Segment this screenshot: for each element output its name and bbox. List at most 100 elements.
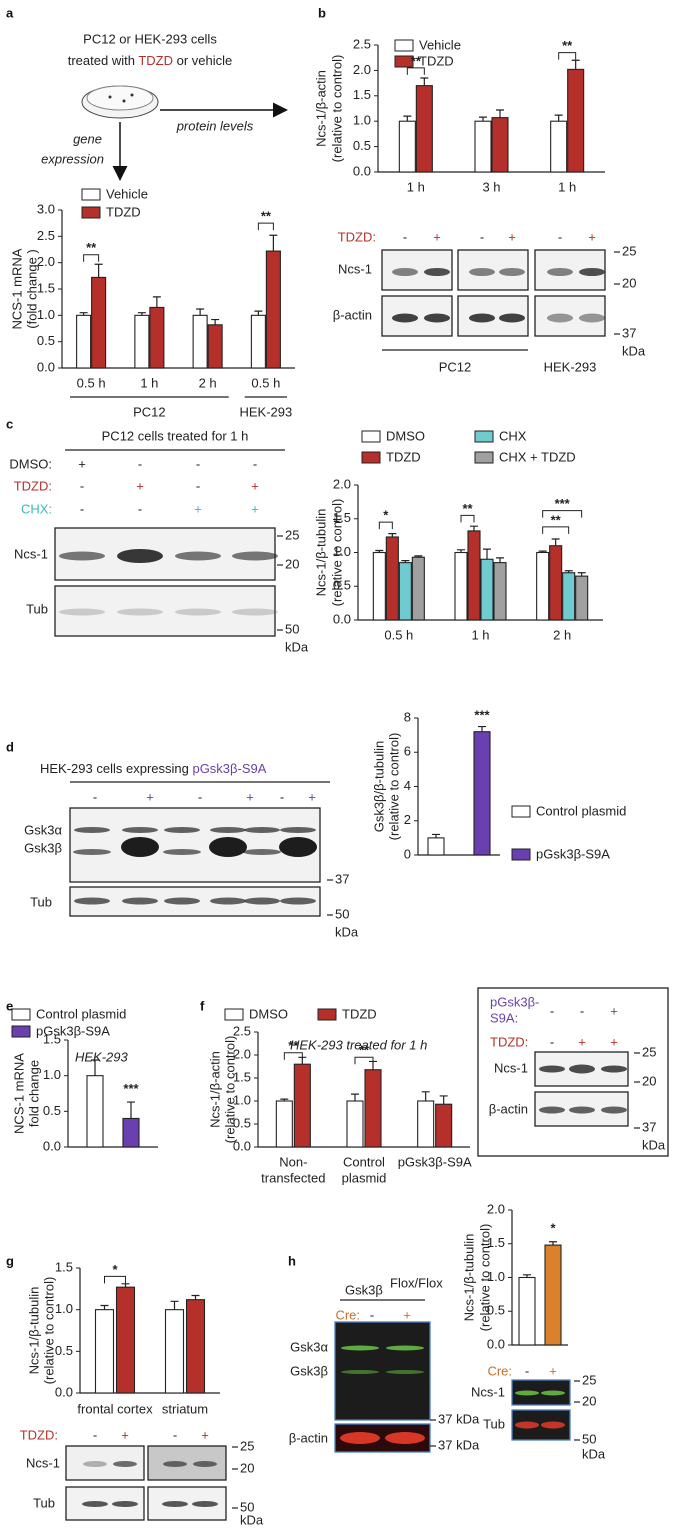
label: Ncs-1 bbox=[494, 1060, 528, 1075]
label: Control plasmid bbox=[36, 1006, 126, 1021]
bar bbox=[122, 1117, 140, 1148]
label: 25 bbox=[622, 243, 636, 258]
blot-band bbox=[424, 268, 450, 276]
label: + bbox=[508, 229, 516, 244]
label: kDa bbox=[582, 1446, 606, 1461]
bar bbox=[293, 1063, 311, 1148]
error-bar bbox=[496, 557, 504, 563]
label: 1 h bbox=[407, 179, 425, 194]
blot-band bbox=[193, 1461, 217, 1467]
label: Tub bbox=[30, 894, 52, 909]
label: 1.5 bbox=[487, 1235, 505, 1250]
error-bar bbox=[137, 312, 146, 316]
label: ** bbox=[551, 512, 562, 527]
blot-band bbox=[341, 1345, 379, 1351]
label: 37 bbox=[335, 871, 349, 886]
bar bbox=[415, 85, 433, 173]
label: 2 bbox=[404, 812, 411, 827]
label: (fold change ) bbox=[24, 249, 39, 329]
error-bar bbox=[523, 1274, 531, 1278]
label: 20 bbox=[642, 1073, 656, 1088]
label: (relative to control) bbox=[222, 1036, 237, 1144]
error-bar bbox=[79, 312, 88, 316]
label: pGsk3β-S9A bbox=[536, 846, 610, 861]
label-line: treated with TDZD or vehicle bbox=[68, 53, 233, 68]
label: + bbox=[578, 1034, 586, 1049]
label: kDa bbox=[335, 924, 359, 939]
blot-band bbox=[386, 1370, 424, 1374]
label: TDZD bbox=[386, 449, 421, 464]
error-bar bbox=[496, 109, 504, 118]
label: + bbox=[121, 1427, 129, 1442]
label: Ncs-1 bbox=[26, 1455, 60, 1470]
bar bbox=[518, 1276, 536, 1346]
label: 0.5 bbox=[353, 138, 371, 153]
bar bbox=[491, 117, 509, 173]
label: frontal cortex bbox=[77, 1401, 153, 1416]
label: Ncs-1 bbox=[471, 1384, 505, 1399]
label: Ncs-1/β-tubulin bbox=[313, 509, 328, 597]
bar bbox=[364, 1069, 382, 1148]
legend-swatch bbox=[474, 451, 494, 464]
error-bar bbox=[127, 1101, 135, 1119]
bar bbox=[134, 314, 150, 369]
error-bar bbox=[457, 549, 465, 553]
blot-band bbox=[539, 1106, 565, 1114]
label: + bbox=[610, 1034, 618, 1049]
blot-frame bbox=[477, 987, 669, 1157]
error-bar bbox=[269, 234, 278, 252]
label: - bbox=[558, 229, 562, 244]
error-bar bbox=[254, 310, 263, 316]
label: h bbox=[288, 1253, 296, 1268]
bar bbox=[149, 306, 165, 369]
label: c bbox=[6, 416, 13, 431]
blot-band bbox=[163, 849, 201, 855]
blot-band bbox=[547, 313, 573, 323]
label: - bbox=[253, 456, 257, 471]
error-bar bbox=[483, 548, 491, 560]
error-bar bbox=[478, 725, 486, 732]
blot-panel bbox=[534, 295, 606, 337]
error-bar bbox=[439, 1095, 448, 1105]
label: + bbox=[588, 229, 596, 244]
label: TDZD bbox=[106, 204, 141, 219]
label: kDa bbox=[285, 639, 309, 654]
label: 50 bbox=[582, 1431, 596, 1446]
label: expression bbox=[41, 151, 104, 166]
error-bar bbox=[152, 296, 161, 308]
legend-swatch bbox=[474, 430, 494, 443]
label: DMSO bbox=[249, 1006, 288, 1021]
label: * bbox=[550, 1220, 556, 1235]
cell bbox=[108, 95, 112, 99]
blot-band bbox=[340, 1432, 380, 1444]
label: 1 h bbox=[140, 375, 158, 390]
label: 1.0 bbox=[43, 1067, 61, 1082]
label: 1 h bbox=[471, 627, 489, 642]
bar bbox=[115, 1286, 136, 1394]
label: Gsk3α bbox=[24, 822, 62, 837]
label: protein levels bbox=[176, 118, 254, 133]
label: β-actin bbox=[289, 1430, 328, 1445]
label: Ncs-1/β-actin bbox=[207, 1051, 222, 1128]
label: g bbox=[6, 1253, 14, 1268]
bar bbox=[550, 120, 568, 173]
sig-bracket bbox=[83, 254, 100, 262]
error-bar bbox=[191, 1294, 200, 1300]
blot-band bbox=[192, 1501, 218, 1507]
label: 1.0 bbox=[55, 1301, 73, 1316]
label: - bbox=[403, 229, 407, 244]
bar bbox=[164, 1309, 185, 1394]
blot-band bbox=[122, 827, 158, 833]
label: Ncs-1 bbox=[338, 261, 372, 276]
blot-band bbox=[579, 313, 605, 323]
blot-band bbox=[175, 608, 221, 616]
legend-swatch bbox=[511, 805, 531, 818]
blot-band bbox=[175, 551, 221, 561]
bar bbox=[575, 575, 589, 621]
label: 1.0 bbox=[37, 307, 55, 322]
label: 0.0 bbox=[233, 1138, 251, 1153]
sig-bracket bbox=[378, 521, 393, 530]
label: 1.0 bbox=[333, 544, 351, 559]
label: Flox/Flox bbox=[390, 1275, 443, 1290]
